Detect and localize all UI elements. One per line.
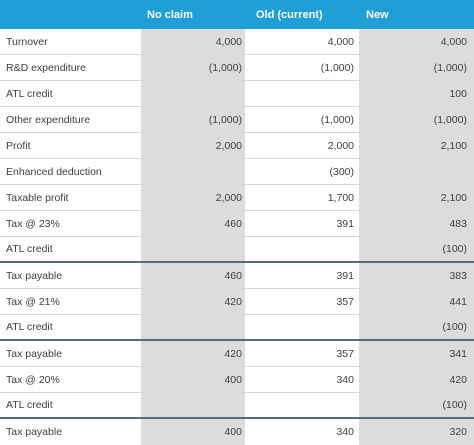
new-value: 441: [359, 289, 474, 314]
table-row: ATL credit (100): [0, 237, 474, 263]
table-row: Tax payable 460 391 383: [0, 263, 474, 289]
row-label: Turnover: [0, 29, 141, 54]
new-value: 2,100: [359, 185, 474, 210]
old-current-value: 357: [245, 341, 359, 366]
row-label: Enhanced deduction: [0, 159, 141, 184]
new-value: (1,000): [359, 107, 474, 132]
row-label: Other expenditure: [0, 107, 141, 132]
old-current-value: 2,000: [245, 133, 359, 158]
old-current-value: [245, 81, 359, 106]
table-row: ATL credit (100): [0, 393, 474, 419]
no-claim-value: 400: [141, 419, 245, 445]
new-value: (100): [359, 393, 474, 417]
new-value: 320: [359, 419, 474, 445]
new-value: (1,000): [359, 55, 474, 80]
row-label: Tax @ 20%: [0, 367, 141, 392]
old-current-value: (300): [245, 159, 359, 184]
row-label: Tax payable: [0, 341, 141, 366]
row-label: ATL credit: [0, 81, 141, 106]
no-claim-value: [141, 237, 245, 261]
row-label: Taxable profit: [0, 185, 141, 210]
row-label: ATL credit: [0, 393, 141, 417]
row-label: Tax @ 21%: [0, 289, 141, 314]
table-row: Taxable profit 2,000 1,700 2,100: [0, 185, 474, 211]
no-claim-value: [141, 315, 245, 339]
no-claim-value: [141, 159, 245, 184]
new-value: 100: [359, 81, 474, 106]
table-header: No claim Old (current) New: [0, 0, 474, 29]
old-current-value: 1,700: [245, 185, 359, 210]
old-current-value: (1,000): [245, 107, 359, 132]
no-claim-value: (1,000): [141, 55, 245, 80]
header-no-claim: No claim: [147, 8, 193, 21]
row-label: Tax @ 23%: [0, 211, 141, 236]
table-row: Tax payable 420 357 341: [0, 341, 474, 367]
no-claim-value: 420: [141, 289, 245, 314]
new-value: 383: [359, 263, 474, 288]
old-current-value: (1,000): [245, 55, 359, 80]
old-current-value: 391: [245, 211, 359, 236]
row-label: Tax payable: [0, 419, 141, 445]
old-current-value: [245, 315, 359, 339]
old-current-value: 340: [245, 419, 359, 445]
row-label: Profit: [0, 133, 141, 158]
header-old-current: Old (current): [256, 8, 323, 21]
table-row: Tax @ 23% 460 391 483: [0, 211, 474, 237]
table-row: ATL credit 100: [0, 81, 474, 107]
no-claim-value: (1,000): [141, 107, 245, 132]
old-current-value: 391: [245, 263, 359, 288]
no-claim-value: 2,000: [141, 185, 245, 210]
new-value: [359, 159, 474, 184]
new-value: (100): [359, 315, 474, 339]
no-claim-value: [141, 81, 245, 106]
new-value: 4,000: [359, 29, 474, 54]
new-value: (100): [359, 237, 474, 261]
new-value: 420: [359, 367, 474, 392]
new-value: 483: [359, 211, 474, 236]
old-current-value: [245, 237, 359, 261]
table-row: R&D expenditure (1,000) (1,000) (1,000): [0, 55, 474, 81]
no-claim-value: 420: [141, 341, 245, 366]
no-claim-value: 2,000: [141, 133, 245, 158]
row-label: R&D expenditure: [0, 55, 141, 80]
no-claim-value: [141, 393, 245, 417]
table-row: Tax payable 400 340 320: [0, 419, 474, 445]
old-current-value: [245, 393, 359, 417]
table-row: Other expenditure (1,000) (1,000) (1,000): [0, 107, 474, 133]
no-claim-value: 400: [141, 367, 245, 392]
no-claim-value: 460: [141, 263, 245, 288]
table-row: Enhanced deduction (300): [0, 159, 474, 185]
new-value: 2,100: [359, 133, 474, 158]
row-label: ATL credit: [0, 237, 141, 261]
new-value: 341: [359, 341, 474, 366]
no-claim-value: 4,000: [141, 29, 245, 54]
table-row: Tax @ 20% 400 340 420: [0, 367, 474, 393]
old-current-value: 357: [245, 289, 359, 314]
table-body: Turnover 4,000 4,000 4,000 R&D expenditure (1…: [0, 29, 474, 445]
table-row: Tax @ 21% 420 357 441: [0, 289, 474, 315]
table-row: ATL credit (100): [0, 315, 474, 341]
old-current-value: 340: [245, 367, 359, 392]
table-row: Profit 2,000 2,000 2,100: [0, 133, 474, 159]
old-current-value: 4,000: [245, 29, 359, 54]
header-new: New: [366, 8, 389, 21]
row-label: Tax payable: [0, 263, 141, 288]
no-claim-value: 460: [141, 211, 245, 236]
table-row: Turnover 4,000 4,000 4,000: [0, 29, 474, 55]
header-blank: [0, 0, 141, 29]
row-label: ATL credit: [0, 315, 141, 339]
